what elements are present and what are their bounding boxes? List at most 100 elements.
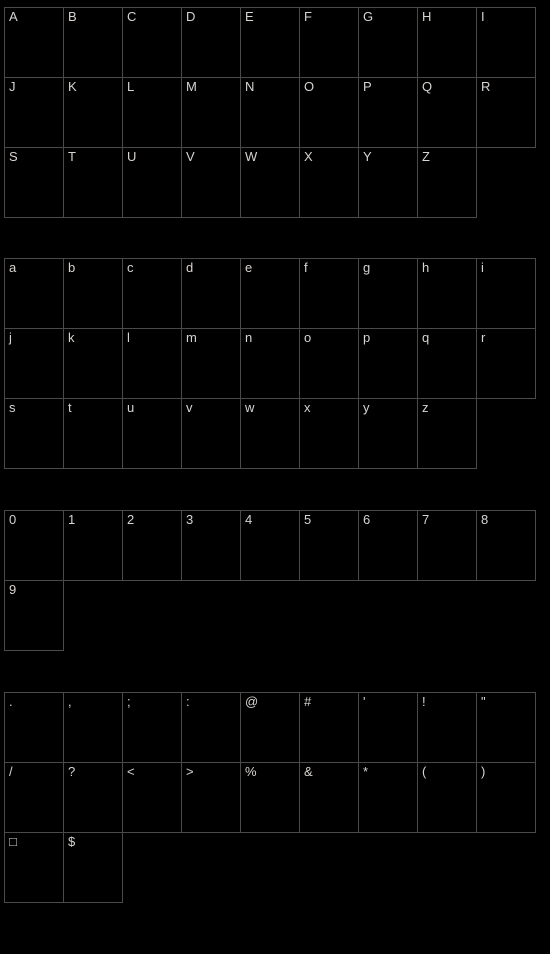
glyph-cell: N [240,77,300,148]
glyph-cell: " [476,692,536,763]
glyph-label: ? [68,765,75,778]
glyph-cell: B [63,7,123,78]
glyph-label: p [363,331,370,344]
glyph-label: ; [127,695,131,708]
glyph-cell: b [63,258,123,329]
glyph-label: W [245,150,257,163]
glyph-label: < [127,765,135,778]
glyph-label: H [422,10,431,23]
glyph-cell: 2 [122,510,182,581]
glyph-cell: T [63,147,123,218]
glyph-label: X [304,150,313,163]
glyph-label: I [481,10,485,23]
glyph-cell: R [476,77,536,148]
glyph-cell: x [299,398,359,469]
glyph-cell: # [299,692,359,763]
glyph-cell: % [240,762,300,833]
glyph-label: ) [481,765,485,778]
glyph-cell: A [4,7,64,78]
glyph-cell: 3 [181,510,241,581]
glyph-label: E [245,10,254,23]
glyph-label: Q [422,80,432,93]
glyph-label: 8 [481,513,488,526]
glyph-label: n [245,331,252,344]
glyph-label: m [186,331,197,344]
glyph-label: O [304,80,314,93]
glyph-label: Z [422,150,430,163]
glyph-cell: Y [358,147,418,218]
glyph-cell: ! [417,692,477,763]
glyph-label: F [304,10,312,23]
glyph-cell: s [4,398,64,469]
glyph-cell: D [181,7,241,78]
glyph-cell: g [358,258,418,329]
glyph-cell: r [476,328,536,399]
glyph-cell: > [181,762,241,833]
glyph-label: 0 [9,513,16,526]
glyph-label: # [304,695,311,708]
glyph-label: h [422,261,429,274]
glyph-cell: e [240,258,300,329]
glyph-label: U [127,150,136,163]
glyph-cell: , [63,692,123,763]
glyph-label: a [9,261,16,274]
glyph-cell: q [417,328,477,399]
glyph-cell: Z [417,147,477,218]
glyph-label: L [127,80,134,93]
glyph-label: @ [245,695,258,708]
glyph-cell: J [4,77,64,148]
glyph-label: k [68,331,75,344]
glyph-label: R [481,80,490,93]
glyph-cell: h [417,258,477,329]
glyph-cell: E [240,7,300,78]
glyph-label: B [68,10,77,23]
glyph-label: A [9,10,18,23]
glyph-cell: C [122,7,182,78]
glyph-cell: ; [122,692,182,763]
glyph-cell: p [358,328,418,399]
glyph-label: q [422,331,429,344]
glyph-cell: / [4,762,64,833]
glyph-cell: F [299,7,359,78]
glyph-label: J [9,80,16,93]
glyph-label: z [422,401,429,414]
glyph-cell: ) [476,762,536,833]
glyph-label: o [304,331,311,344]
glyph-cell: V [181,147,241,218]
glyph-label: / [9,765,13,778]
glyph-label: & [304,765,313,778]
glyph-label: c [127,261,134,274]
glyph-cell: 8 [476,510,536,581]
glyph-cell: i [476,258,536,329]
glyph-cell: L [122,77,182,148]
glyph-cell: 7 [417,510,477,581]
glyph-cell: a [4,258,64,329]
glyph-label: > [186,765,194,778]
glyph-label: w [245,401,254,414]
glyph-label: 2 [127,513,134,526]
glyph-cell: G [358,7,418,78]
glyph-label: T [68,150,76,163]
glyph-cell: 5 [299,510,359,581]
glyph-cell: I [476,7,536,78]
glyph-label: 9 [9,583,16,596]
glyph-label: x [304,401,311,414]
glyph-cell: t [63,398,123,469]
glyph-cell: u [122,398,182,469]
glyph-label: 5 [304,513,311,526]
glyph-label: G [363,10,373,23]
glyph-cell: d [181,258,241,329]
glyph-cell: & [299,762,359,833]
glyph-label: b [68,261,75,274]
glyph-cell: 9 [4,580,64,651]
glyph-label: : [186,695,190,708]
glyph-label: d [186,261,193,274]
glyph-cell: ' [358,692,418,763]
glyph-cell: y [358,398,418,469]
glyph-cell: v [181,398,241,469]
glyph-cell: . [4,692,64,763]
glyph-label: u [127,401,134,414]
glyph-label: $ [68,835,75,848]
glyph-cell: □ [4,832,64,903]
glyph-cell: m [181,328,241,399]
